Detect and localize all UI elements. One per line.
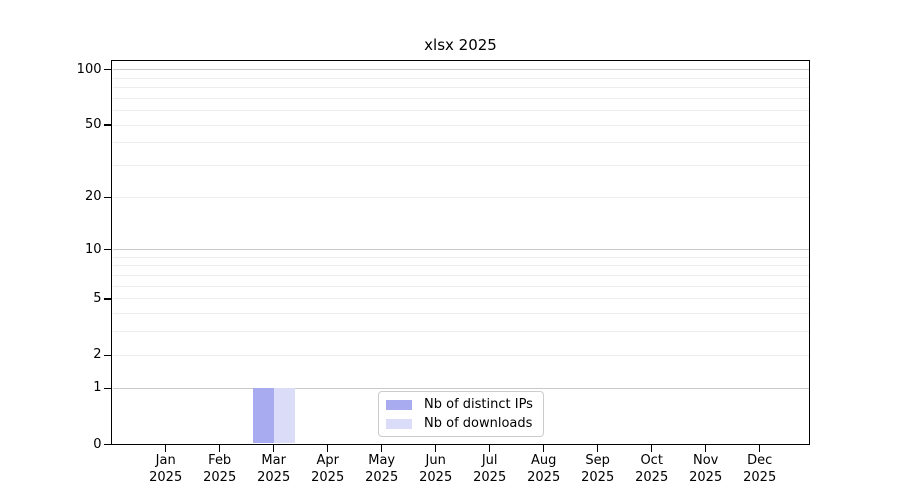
minor-gridline-6 bbox=[113, 285, 809, 287]
y-tick-label-100: 100 bbox=[76, 61, 102, 77]
minor-gridline-60 bbox=[113, 110, 809, 112]
y-tick-label-5: 5 bbox=[93, 290, 102, 306]
y-tick-label-2: 2 bbox=[93, 347, 102, 363]
x-tick-sep bbox=[597, 444, 599, 452]
x-tick-jan bbox=[165, 444, 167, 452]
x-tick-label-nov: Nov 2025 bbox=[689, 453, 723, 485]
legend-item-distinct-ips: Nb of distinct IPs bbox=[386, 397, 536, 412]
major-gridline-100 bbox=[113, 69, 809, 71]
x-tick-label-apr: Apr 2025 bbox=[311, 453, 345, 485]
y-tick-50 bbox=[104, 124, 111, 126]
y-tick-10 bbox=[104, 249, 111, 251]
major-gridline-1 bbox=[113, 387, 809, 389]
y-tick-label-20: 20 bbox=[84, 189, 102, 205]
x-tick-feb bbox=[219, 444, 221, 452]
x-tick-label-sep: Sep 2025 bbox=[581, 453, 615, 485]
x-tick-oct bbox=[651, 444, 653, 452]
minor-gridline-8 bbox=[113, 265, 809, 267]
minor-gridline-7 bbox=[113, 275, 809, 277]
y-tick-label-50: 50 bbox=[84, 117, 102, 133]
minor-gridline-80 bbox=[113, 86, 809, 88]
y-tick-label-1: 1 bbox=[93, 380, 102, 396]
x-tick-label-jan: Jan 2025 bbox=[149, 453, 183, 485]
x-tick-jun bbox=[435, 444, 437, 452]
y-tick-0 bbox=[104, 443, 111, 446]
x-tick-may bbox=[381, 444, 383, 452]
minor-gridline-5 bbox=[113, 298, 809, 300]
minor-gridline-4 bbox=[113, 313, 809, 315]
legend: Nb of distinct IPs Nb of downloads bbox=[378, 391, 544, 437]
minor-gridline-3 bbox=[113, 331, 809, 333]
bar-nb-of-distinct-ips-mar bbox=[252, 388, 274, 443]
y-tick-2 bbox=[104, 354, 111, 356]
x-tick-jul bbox=[489, 444, 491, 452]
x-tick-label-oct: Oct 2025 bbox=[635, 453, 669, 485]
minor-gridline-30 bbox=[113, 165, 809, 167]
legend-label-downloads: Nb of downloads bbox=[424, 416, 533, 431]
x-tick-dec bbox=[759, 444, 761, 452]
minor-gridline-9 bbox=[113, 256, 809, 258]
x-tick-mar bbox=[273, 444, 275, 452]
x-tick-label-feb: Feb 2025 bbox=[203, 453, 237, 485]
minor-gridline-2 bbox=[113, 354, 809, 356]
legend-label-distinct-ips: Nb of distinct IPs bbox=[424, 397, 533, 412]
legend-swatch-downloads bbox=[386, 418, 412, 429]
x-tick-label-aug: Aug 2025 bbox=[527, 453, 561, 485]
x-tick-label-jul: Jul 2025 bbox=[473, 453, 507, 485]
y-tick-label-10: 10 bbox=[84, 241, 102, 257]
legend-item-downloads: Nb of downloads bbox=[386, 416, 536, 431]
x-tick-label-may: May 2025 bbox=[365, 453, 399, 485]
x-tick-label-jun: Jun 2025 bbox=[419, 453, 453, 485]
major-gridline-10 bbox=[113, 249, 809, 251]
bar-nb-of-downloads-mar bbox=[273, 388, 295, 443]
chart-title: xlsx 2025 bbox=[424, 36, 497, 54]
x-tick-apr bbox=[327, 444, 329, 452]
x-tick-aug bbox=[543, 444, 545, 452]
y-tick-label-0: 0 bbox=[93, 436, 102, 452]
x-tick-label-mar: Mar 2025 bbox=[257, 453, 291, 485]
minor-gridline-40 bbox=[113, 142, 809, 144]
minor-gridline-70 bbox=[113, 97, 809, 99]
y-tick-1 bbox=[104, 387, 111, 389]
y-tick-5 bbox=[104, 298, 111, 300]
legend-swatch-distinct-ips bbox=[386, 399, 412, 410]
minor-gridline-20 bbox=[113, 196, 809, 198]
minor-gridline-50 bbox=[113, 124, 809, 126]
y-tick-100 bbox=[104, 68, 111, 71]
x-tick-label-dec: Dec 2025 bbox=[743, 453, 777, 485]
x-tick-nov bbox=[705, 444, 707, 452]
minor-gridline-90 bbox=[113, 77, 809, 79]
y-tick-20 bbox=[104, 196, 111, 198]
